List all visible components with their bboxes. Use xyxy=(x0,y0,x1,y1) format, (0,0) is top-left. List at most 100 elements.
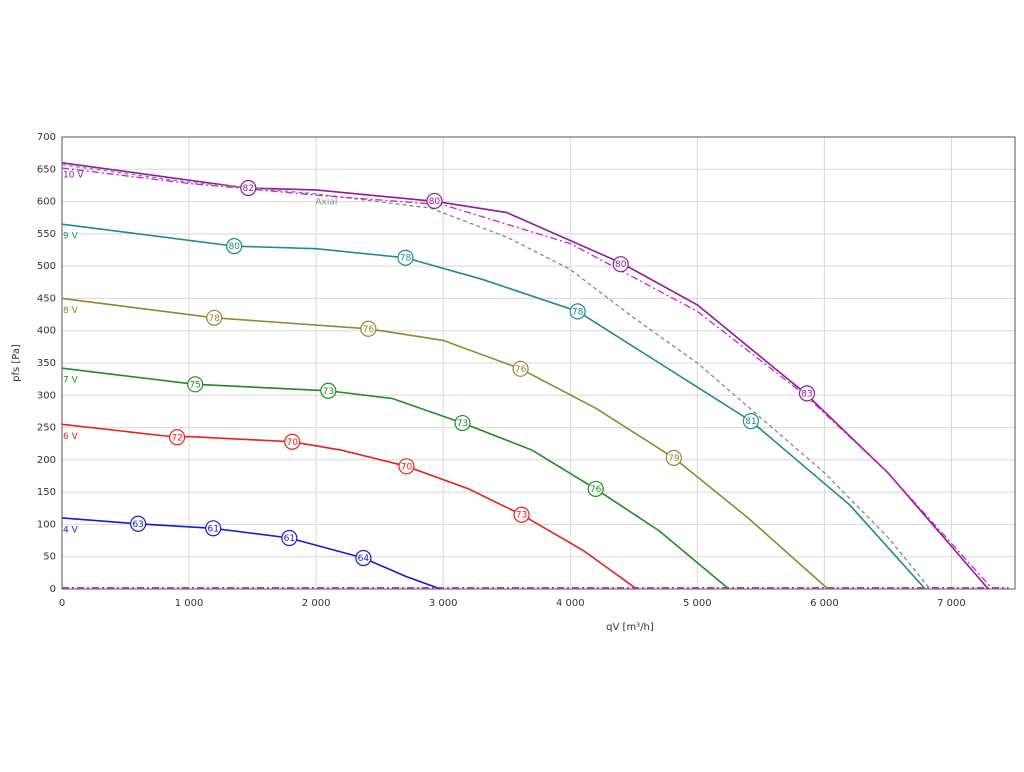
series-line xyxy=(61,223,926,590)
marker-circle xyxy=(665,449,682,467)
curve-marker: 61 xyxy=(205,520,222,537)
marker-label: 78 xyxy=(208,314,220,324)
curve-marker: 76 xyxy=(587,480,604,498)
marker-circle xyxy=(187,376,204,393)
x-tick-label: 2 000 xyxy=(302,598,331,609)
series-line xyxy=(61,517,441,590)
curve-marker: 73 xyxy=(320,382,337,399)
curve-marker: 78 xyxy=(397,249,414,266)
marker-label: 78 xyxy=(400,254,412,264)
marker-label: 64 xyxy=(358,554,370,564)
y-tick-label: 500 xyxy=(37,261,56,272)
marker-label: 76 xyxy=(590,485,602,495)
x-tick-label: 3 000 xyxy=(429,598,458,609)
marker-circle xyxy=(226,238,243,255)
curve-marker: 81 xyxy=(742,413,760,430)
marker-circle xyxy=(454,414,471,432)
curve-marker: 78 xyxy=(569,303,586,320)
curve-marker: 82 xyxy=(240,179,257,197)
marker-label: 81 xyxy=(745,417,756,427)
marker-label: 73 xyxy=(516,511,527,521)
marker-label: 70 xyxy=(401,462,413,472)
series-label: 9 V xyxy=(63,232,79,242)
curve-marker: 76 xyxy=(512,360,529,377)
series-label: Axial xyxy=(315,197,337,207)
y-tick-label: 400 xyxy=(37,326,56,337)
x-tick-label: 0 xyxy=(59,598,65,609)
plot-frame xyxy=(61,136,1016,590)
x-tick-label: 5 000 xyxy=(683,598,712,609)
marker-label: 78 xyxy=(572,307,584,317)
marker-label: 79 xyxy=(668,454,680,464)
marker-circle xyxy=(355,549,372,567)
series-label: 6 V xyxy=(63,432,79,442)
marker-label: 72 xyxy=(171,433,182,443)
y-tick-label: 100 xyxy=(37,519,56,530)
series-line xyxy=(61,162,989,590)
marker-label: 75 xyxy=(189,380,200,390)
marker-circle xyxy=(397,249,414,266)
marker-circle xyxy=(281,529,298,547)
marker-circle xyxy=(569,303,586,320)
marker-circle xyxy=(513,506,530,523)
y-tick-label: 50 xyxy=(43,552,56,563)
marker-circle xyxy=(398,458,415,475)
marker-circle xyxy=(798,385,816,402)
series-label: 4 V xyxy=(63,525,79,535)
marker-label: 82 xyxy=(243,184,254,194)
marker-label: 61 xyxy=(284,534,295,544)
marker-circle xyxy=(205,520,222,537)
marker-circle xyxy=(284,433,301,450)
marker-circle xyxy=(169,429,186,446)
marker-circle xyxy=(240,179,257,197)
marker-circle xyxy=(512,360,529,377)
marker-circle xyxy=(130,515,147,532)
marker-label: 76 xyxy=(515,365,527,375)
marker-label: 73 xyxy=(323,387,334,397)
marker-circle xyxy=(206,309,223,326)
series-label: 10 V xyxy=(63,170,84,180)
y-tick-label: 200 xyxy=(37,455,56,466)
curve-marker: 73 xyxy=(513,506,530,523)
x-tick-label: 1 000 xyxy=(175,598,204,609)
marker-label: 73 xyxy=(457,419,468,429)
x-tick-label: 7 000 xyxy=(937,598,966,609)
x-axis-label: qV [m³/h] xyxy=(606,622,654,633)
y-tick-label: 300 xyxy=(37,390,56,401)
curve-marker: 80 xyxy=(612,256,629,273)
x-tick-label: 4 000 xyxy=(556,598,585,609)
curve-marker: 70 xyxy=(398,458,415,475)
y-tick-label: 150 xyxy=(37,487,56,498)
y-tick-label: 250 xyxy=(37,423,56,434)
curve-marker: 64 xyxy=(355,549,372,567)
curve-marker: 75 xyxy=(187,376,204,393)
marker-circle xyxy=(612,256,629,273)
y-axis-label: pfs [Pa] xyxy=(11,344,22,382)
curve-marker: 72 xyxy=(169,429,186,446)
marker-circle xyxy=(426,192,443,210)
marker-label: 83 xyxy=(801,389,812,399)
curve-marker: 76 xyxy=(360,320,377,337)
x-tick-label: 6 000 xyxy=(810,598,839,609)
marker-label: 63 xyxy=(132,520,143,530)
series-line xyxy=(61,423,638,590)
marker-circle xyxy=(587,480,604,498)
curve-marker: 61 xyxy=(281,529,298,547)
y-tick-label: 0 xyxy=(50,584,56,595)
y-tick-label: 650 xyxy=(37,164,56,175)
curve-marker: 80 xyxy=(426,192,443,210)
marker-label: 61 xyxy=(207,524,218,534)
marker-label: 80 xyxy=(615,260,627,270)
marker-circle xyxy=(360,320,377,337)
curve-marker: 70 xyxy=(284,433,301,450)
series-line xyxy=(61,164,931,590)
y-tick-label: 600 xyxy=(37,197,56,208)
y-tick-label: 700 xyxy=(37,132,56,143)
curve-marker: 83 xyxy=(798,385,816,402)
marker-circle xyxy=(320,382,337,399)
curve-marker: 63 xyxy=(130,515,147,532)
curve-marker: 80 xyxy=(226,238,243,255)
curve-marker: 78 xyxy=(206,309,223,326)
